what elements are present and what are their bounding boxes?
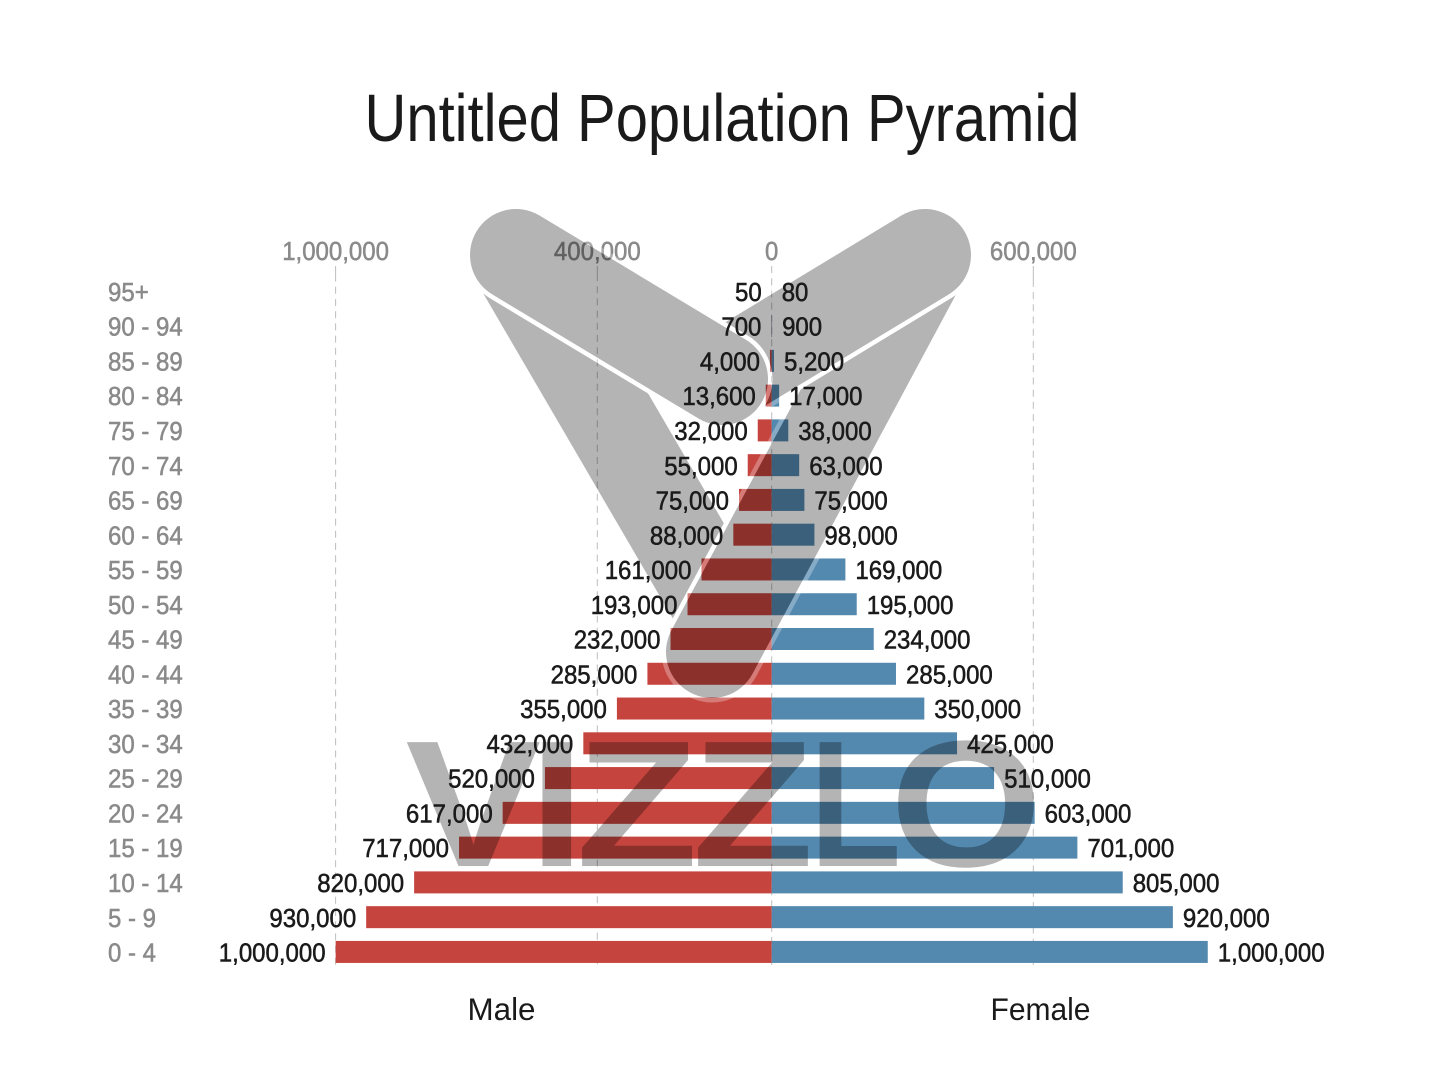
svg-text:80 - 84: 80 - 84 — [108, 381, 183, 411]
svg-text:60 - 64: 60 - 64 — [108, 520, 183, 550]
svg-text:88,000: 88,000 — [650, 520, 723, 550]
svg-text:40 - 44: 40 - 44 — [108, 659, 183, 689]
svg-text:85 - 89: 85 - 89 — [108, 346, 183, 376]
svg-text:520,000: 520,000 — [448, 764, 535, 794]
svg-text:0: 0 — [765, 236, 778, 266]
svg-text:32,000: 32,000 — [674, 416, 747, 446]
svg-text:700: 700 — [721, 312, 761, 342]
svg-text:98,000: 98,000 — [824, 520, 897, 550]
svg-text:95+: 95+ — [108, 277, 149, 307]
svg-text:75 - 79: 75 - 79 — [108, 416, 183, 446]
svg-text:900: 900 — [782, 312, 822, 342]
svg-text:510,000: 510,000 — [1004, 764, 1091, 794]
svg-text:I: I — [529, 704, 584, 905]
svg-text:432,000: 432,000 — [487, 729, 574, 759]
svg-text:285,000: 285,000 — [906, 659, 993, 689]
svg-text:L: L — [810, 704, 902, 905]
svg-text:90 - 94: 90 - 94 — [108, 312, 183, 342]
svg-text:80: 80 — [782, 277, 809, 307]
svg-text:4,000: 4,000 — [700, 346, 760, 376]
svg-text:617,000: 617,000 — [406, 798, 493, 828]
svg-text:10 - 14: 10 - 14 — [108, 868, 183, 898]
svg-text:15 - 19: 15 - 19 — [108, 833, 183, 863]
svg-text:Male: Male — [468, 991, 536, 1027]
svg-text:Z: Z — [576, 704, 698, 905]
svg-text:25 - 29: 25 - 29 — [108, 764, 183, 794]
svg-text:O: O — [890, 704, 1042, 905]
svg-text:5 - 9: 5 - 9 — [108, 903, 156, 933]
svg-text:75,000: 75,000 — [656, 486, 729, 516]
svg-text:355,000: 355,000 — [520, 694, 607, 724]
svg-text:30 - 34: 30 - 34 — [108, 729, 183, 759]
svg-text:232,000: 232,000 — [574, 625, 661, 655]
svg-text:234,000: 234,000 — [884, 625, 971, 655]
svg-text:Z: Z — [692, 704, 813, 905]
svg-text:55,000: 55,000 — [664, 451, 737, 481]
svg-text:Untitled Population Pyramid: Untitled Population Pyramid — [365, 81, 1080, 156]
svg-text:20 - 24: 20 - 24 — [108, 798, 183, 828]
svg-text:0 - 4: 0 - 4 — [108, 938, 156, 968]
svg-text:425,000: 425,000 — [967, 729, 1054, 759]
svg-text:161,000: 161,000 — [605, 555, 692, 585]
svg-text:V: V — [405, 704, 541, 905]
svg-text:50: 50 — [735, 277, 762, 307]
svg-text:5,200: 5,200 — [784, 346, 844, 376]
svg-text:603,000: 603,000 — [1045, 798, 1132, 828]
svg-text:75,000: 75,000 — [814, 486, 887, 516]
svg-text:Female: Female — [991, 991, 1091, 1027]
svg-text:45 - 49: 45 - 49 — [108, 625, 183, 655]
svg-text:285,000: 285,000 — [551, 659, 638, 689]
svg-text:717,000: 717,000 — [362, 833, 449, 863]
svg-text:400,000: 400,000 — [554, 236, 641, 266]
svg-text:169,000: 169,000 — [855, 555, 942, 585]
svg-text:1,000,000: 1,000,000 — [1218, 938, 1325, 968]
svg-text:195,000: 195,000 — [867, 590, 954, 620]
svg-text:1,000,000: 1,000,000 — [219, 938, 326, 968]
svg-text:65 - 69: 65 - 69 — [108, 486, 183, 516]
svg-text:193,000: 193,000 — [591, 590, 678, 620]
svg-text:17,000: 17,000 — [789, 381, 862, 411]
svg-text:701,000: 701,000 — [1087, 833, 1174, 863]
svg-text:600,000: 600,000 — [990, 236, 1077, 266]
svg-text:920,000: 920,000 — [1183, 903, 1270, 933]
svg-text:1,000,000: 1,000,000 — [282, 236, 389, 266]
svg-text:350,000: 350,000 — [934, 694, 1021, 724]
svg-text:13,600: 13,600 — [682, 381, 755, 411]
svg-text:70 - 74: 70 - 74 — [108, 451, 183, 481]
svg-text:55 - 59: 55 - 59 — [108, 555, 183, 585]
svg-text:805,000: 805,000 — [1133, 868, 1220, 898]
svg-text:930,000: 930,000 — [269, 903, 356, 933]
svg-text:38,000: 38,000 — [798, 416, 871, 446]
svg-text:820,000: 820,000 — [317, 868, 404, 898]
svg-text:50 - 54: 50 - 54 — [108, 590, 183, 620]
svg-text:35 - 39: 35 - 39 — [108, 694, 183, 724]
svg-text:63,000: 63,000 — [809, 451, 882, 481]
